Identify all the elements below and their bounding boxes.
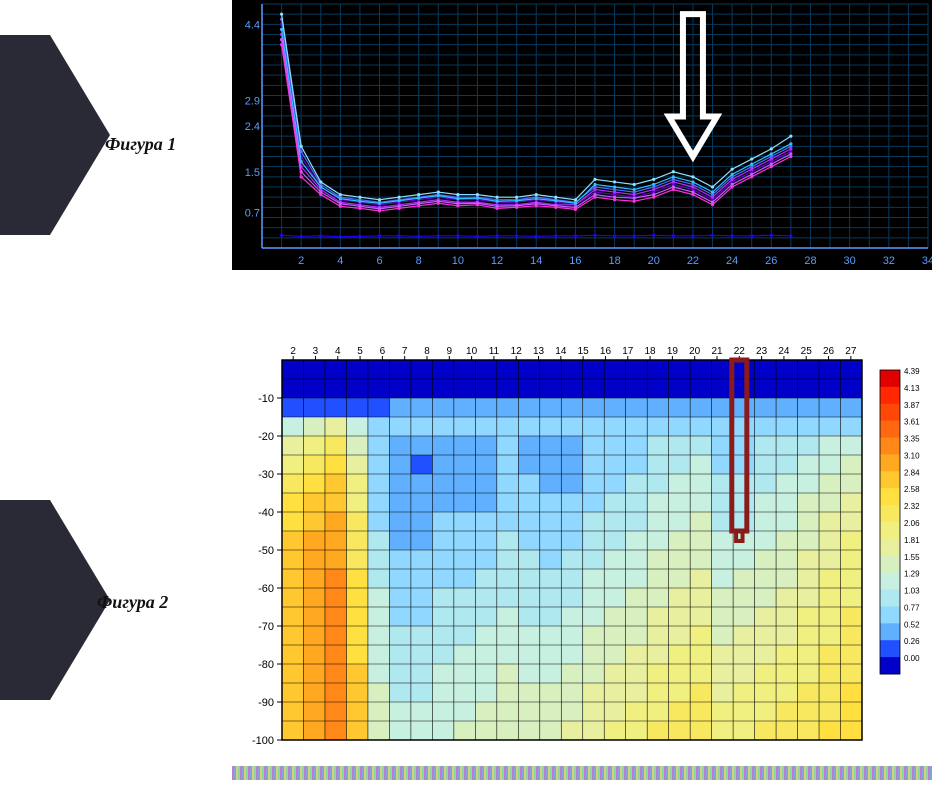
svg-text:20: 20 bbox=[648, 255, 660, 267]
svg-text:21: 21 bbox=[711, 346, 723, 357]
svg-text:32: 32 bbox=[883, 255, 895, 267]
svg-text:8: 8 bbox=[416, 255, 422, 267]
svg-text:16: 16 bbox=[569, 255, 581, 267]
svg-text:8: 8 bbox=[424, 346, 430, 357]
svg-text:3.35: 3.35 bbox=[904, 435, 920, 444]
svg-text:2.06: 2.06 bbox=[904, 519, 920, 528]
svg-text:0.26: 0.26 bbox=[904, 637, 920, 646]
svg-text:15: 15 bbox=[578, 346, 590, 357]
svg-text:0.77: 0.77 bbox=[904, 603, 920, 612]
svg-text:24: 24 bbox=[726, 255, 738, 267]
svg-text:2.9: 2.9 bbox=[245, 96, 260, 108]
svg-text:2.84: 2.84 bbox=[904, 468, 920, 477]
svg-text:12: 12 bbox=[491, 255, 503, 267]
svg-text:4.39: 4.39 bbox=[904, 367, 920, 376]
svg-text:24: 24 bbox=[778, 346, 790, 357]
svg-text:1.29: 1.29 bbox=[904, 570, 920, 579]
svg-text:19: 19 bbox=[667, 346, 679, 357]
svg-text:11: 11 bbox=[489, 346, 500, 357]
svg-text:0.7: 0.7 bbox=[245, 207, 260, 219]
svg-text:12: 12 bbox=[511, 346, 523, 357]
svg-text:-40: -40 bbox=[258, 507, 274, 519]
decor-bottom-strip bbox=[232, 766, 932, 780]
svg-text:17: 17 bbox=[622, 346, 634, 357]
svg-text:9: 9 bbox=[447, 346, 453, 357]
svg-text:1.5: 1.5 bbox=[245, 167, 260, 179]
svg-text:4.4: 4.4 bbox=[245, 19, 260, 31]
svg-text:26: 26 bbox=[823, 346, 835, 357]
svg-text:7: 7 bbox=[402, 346, 408, 357]
svg-text:3.87: 3.87 bbox=[904, 401, 920, 410]
svg-text:1.03: 1.03 bbox=[904, 587, 920, 596]
svg-text:-80: -80 bbox=[258, 659, 274, 671]
figure1-line-chart: 2468101214161820222426283032340.71.52.42… bbox=[232, 0, 932, 270]
decor-chevron-1 bbox=[0, 35, 110, 235]
svg-text:10: 10 bbox=[466, 346, 478, 357]
svg-text:-90: -90 bbox=[258, 697, 274, 709]
svg-text:0.00: 0.00 bbox=[904, 654, 920, 663]
svg-text:-50: -50 bbox=[258, 545, 274, 557]
svg-text:1.55: 1.55 bbox=[904, 553, 920, 562]
svg-text:2: 2 bbox=[290, 346, 296, 357]
svg-text:30: 30 bbox=[844, 255, 856, 267]
svg-text:25: 25 bbox=[801, 346, 813, 357]
svg-text:34: 34 bbox=[922, 255, 932, 267]
svg-text:5: 5 bbox=[357, 346, 363, 357]
svg-text:6: 6 bbox=[376, 255, 382, 267]
svg-text:1.81: 1.81 bbox=[904, 536, 920, 545]
svg-text:18: 18 bbox=[608, 255, 620, 267]
svg-text:2.4: 2.4 bbox=[245, 121, 260, 133]
figure2-heatmap: 2345678910111213141516171819202122232425… bbox=[232, 340, 932, 750]
figure1-caption: Фигура 1 bbox=[105, 134, 176, 155]
svg-text:27: 27 bbox=[845, 346, 857, 357]
svg-text:4: 4 bbox=[335, 346, 341, 357]
svg-text:3.10: 3.10 bbox=[904, 451, 920, 460]
svg-text:3: 3 bbox=[313, 346, 319, 357]
svg-text:14: 14 bbox=[555, 346, 567, 357]
decor-chevron-2 bbox=[0, 500, 110, 700]
svg-text:-70: -70 bbox=[258, 621, 274, 633]
svg-text:23: 23 bbox=[756, 346, 768, 357]
svg-text:-100: -100 bbox=[252, 735, 274, 747]
svg-text:2.32: 2.32 bbox=[904, 502, 920, 511]
figure2-caption: Фигура 2 bbox=[97, 592, 168, 613]
svg-text:18: 18 bbox=[645, 346, 657, 357]
svg-text:4.13: 4.13 bbox=[904, 384, 920, 393]
svg-text:3.61: 3.61 bbox=[904, 418, 920, 427]
svg-text:-30: -30 bbox=[258, 469, 274, 481]
svg-text:2.58: 2.58 bbox=[904, 485, 920, 494]
svg-text:-60: -60 bbox=[258, 583, 274, 595]
svg-text:22: 22 bbox=[734, 346, 746, 357]
svg-text:10: 10 bbox=[452, 255, 464, 267]
svg-text:0.52: 0.52 bbox=[904, 620, 920, 629]
svg-text:13: 13 bbox=[533, 346, 545, 357]
svg-text:28: 28 bbox=[804, 255, 816, 267]
svg-text:2: 2 bbox=[298, 255, 304, 267]
svg-text:22: 22 bbox=[687, 255, 699, 267]
svg-text:-10: -10 bbox=[258, 393, 274, 405]
svg-text:6: 6 bbox=[380, 346, 386, 357]
svg-text:16: 16 bbox=[600, 346, 612, 357]
svg-text:14: 14 bbox=[530, 255, 542, 267]
svg-text:-20: -20 bbox=[258, 431, 274, 443]
svg-text:4: 4 bbox=[337, 255, 343, 267]
svg-text:20: 20 bbox=[689, 346, 701, 357]
svg-text:26: 26 bbox=[765, 255, 777, 267]
